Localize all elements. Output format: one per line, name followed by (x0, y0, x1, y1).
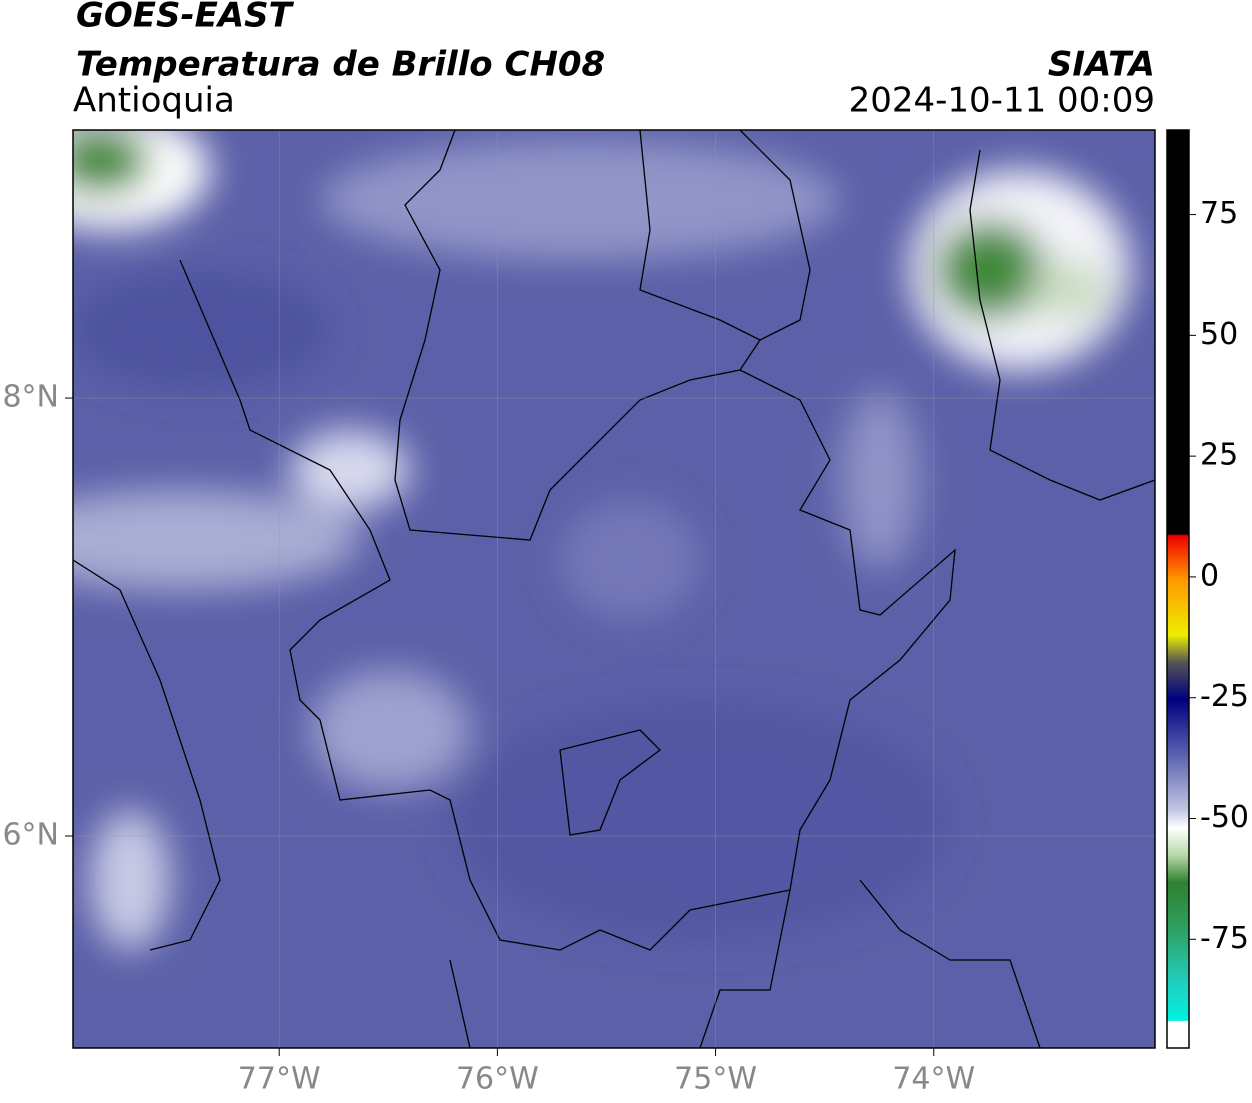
x-tick-label: 76°W (456, 1062, 539, 1097)
brand: SIATA (1048, 45, 1155, 85)
colorbar-tick-label: -25 (1200, 679, 1249, 714)
title: GOES-EAST (76, 0, 295, 36)
region: Antioquia (73, 81, 235, 121)
colorbar-tick-label: 50 (1200, 317, 1238, 352)
map-frame (72, 129, 1156, 1049)
map-image (73, 130, 1155, 1048)
datetime: 2024-10-11 00:09 (849, 81, 1155, 121)
subtitle: Temperatura de Brillo CH08 (76, 45, 605, 85)
colorbar-tick-label: 25 (1200, 438, 1238, 473)
y-tick-label: 8°N (2, 380, 59, 415)
colorbar-tick-label: -50 (1200, 800, 1249, 835)
x-tick-label: 74°W (892, 1062, 975, 1097)
colorbar-tick-label: 0 (1200, 558, 1219, 593)
y-tick-label: 6°N (2, 818, 59, 853)
colorbar-tick-label: -75 (1200, 921, 1249, 956)
colorbar (1166, 129, 1190, 1049)
x-tick-label: 77°W (238, 1062, 321, 1097)
x-tick-label: 75°W (674, 1062, 757, 1097)
colorbar-tick-label: 75 (1200, 196, 1238, 231)
